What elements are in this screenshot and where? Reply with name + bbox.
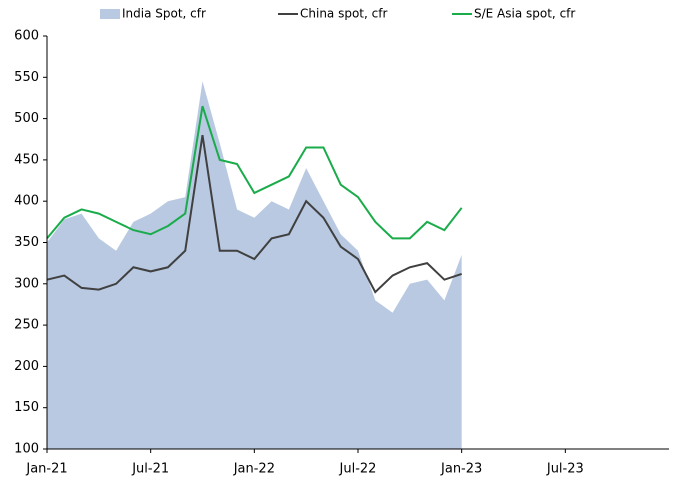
y-tick-label: 250	[14, 318, 39, 333]
y-tick-label: 600	[14, 29, 39, 44]
y-tick-label: 350	[14, 235, 39, 250]
x-tick-label: Jan-23	[440, 462, 482, 477]
y-tick-label: 400	[14, 194, 39, 209]
x-tick-label: Jul-22	[339, 462, 377, 477]
legend-swatch	[100, 9, 120, 19]
x-tick-label: Jan-21	[25, 462, 67, 477]
y-tick-label: 200	[14, 359, 39, 374]
x-tick-label: Jul-21	[131, 462, 169, 477]
area	[47, 81, 462, 450]
legend-label: India Spot, cfr	[122, 7, 206, 21]
legend-label: S/E Asia spot, cfr	[474, 7, 575, 21]
y-tick-label: 300	[14, 276, 39, 291]
x-tick-label: Jul-23	[546, 462, 584, 477]
y-tick-label: 100	[14, 442, 39, 457]
legend-label: China spot, cfr	[300, 7, 387, 21]
y-tick-label: 150	[14, 400, 39, 415]
legend: India Spot, cfr China spot, cfr S/E Asia s…	[100, 7, 575, 21]
y-tick-label: 450	[14, 152, 39, 167]
x-tick-label: Jan-22	[233, 462, 275, 477]
line	[46, 134, 462, 294]
y-tick-label: 550	[14, 70, 39, 85]
line	[46, 105, 463, 240]
y-tick-label: 500	[14, 111, 39, 126]
